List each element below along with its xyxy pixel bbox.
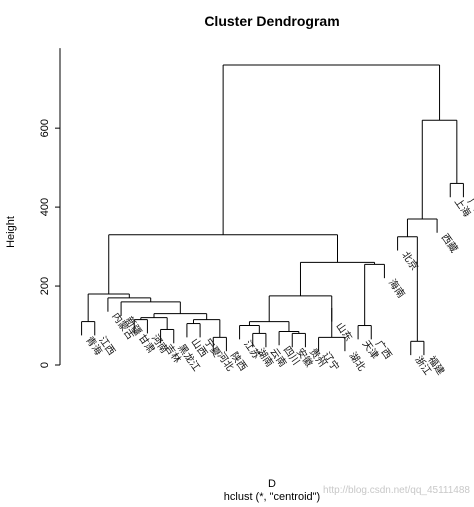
x-axis-label: D [268,478,276,490]
leaf-label: 北京 [399,249,421,273]
y-tick-label: 600 [39,119,51,137]
leaf-label: 西藏 [439,232,460,255]
leaf-label: 广东 [465,196,474,220]
leaf-label: 湖北 [346,350,367,373]
y-axis-label: Height [5,216,17,248]
method-label: hclust (*, "centroid") [224,491,320,503]
y-tick-label: 200 [39,277,51,295]
leaf-labels: 青海江西内蒙古新疆甘肃河南吉林黑龙江山西宁夏河北陕西江苏湖南云南四川安徽贵州辽宁… [83,196,474,378]
dendrogram-links [81,64,464,356]
y-tick-label: 400 [39,198,51,216]
y-tick-label: 0 [39,362,51,368]
leaf-label: 海南 [386,276,408,300]
y-axis: 0 200 400 600 [39,48,61,368]
chart-title: Cluster Dendrogram [204,13,339,29]
watermark: http://blog.csdn.net/qq_45111488 [323,485,470,496]
leaf-label: 辽宁 [320,349,342,373]
leaf-label: 山东 [333,320,355,344]
